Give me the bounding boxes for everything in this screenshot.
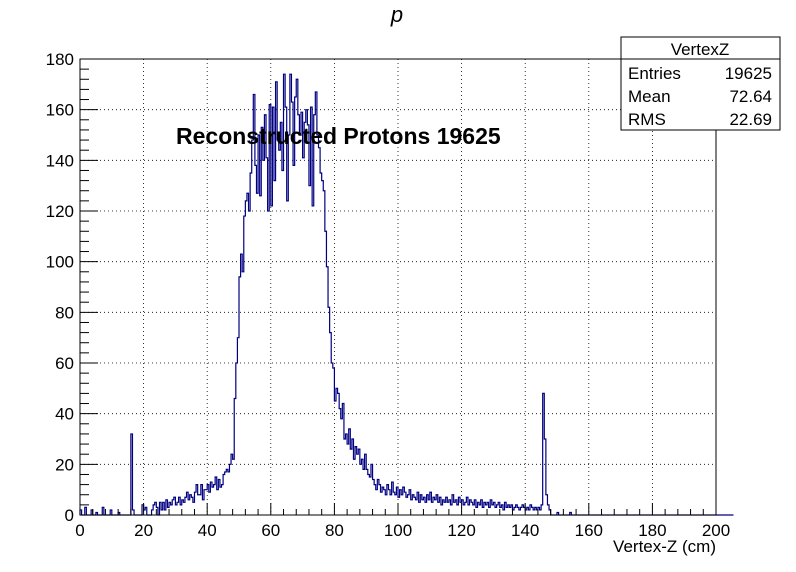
x-tick-label: 200 [702,521,730,540]
x-tick-label: 20 [134,521,153,540]
stats-box: VertexZ Entries 19625 Mean 72.64 RMS 22.… [620,36,781,131]
y-tick-label: 20 [55,455,74,474]
stats-box-frame [620,36,781,131]
y-tick-label: 180 [46,50,74,69]
stats-mean-label: Mean [628,87,671,106]
stats-box-title: VertexZ [671,40,730,59]
stats-rms-value: 22.69 [729,110,772,129]
y-tick-label: 100 [46,253,74,272]
x-tick-labels: 0 20 40 60 80 100 120 140 160 180 200 [75,521,730,540]
x-tick-label: 0 [75,521,84,540]
histogram-series-line [79,73,734,516]
y-tick-label: 120 [46,202,74,221]
stats-rms-label: RMS [628,110,666,129]
stats-mean-value: 72.64 [729,87,772,106]
chart-title: p [390,2,403,27]
x-tick-label: 80 [325,521,344,540]
y-tick-label: 80 [55,303,74,322]
y-tick-label: 60 [55,354,74,373]
y-tick-label: 0 [65,506,74,525]
x-tick-label: 160 [575,521,603,540]
x-axis-title: Vertex-Z (cm) [613,537,716,556]
x-tick-label: 120 [447,521,475,540]
reconstructed-protons-annotation: Reconstructed Protons 19625 [176,123,501,149]
y-tick-label: 40 [55,405,74,424]
x-tick-label: 140 [511,521,539,540]
axis-ticks [79,58,717,516]
x-tick-label: 60 [261,521,280,540]
y-tick-label: 140 [46,151,74,170]
x-tick-label: 40 [198,521,217,540]
x-tick-label: 100 [384,521,412,540]
x-tick-label: 180 [638,521,666,540]
y-tick-labels: 0 20 40 60 80 100 120 140 160 180 [46,50,74,525]
stats-entries-label: Entries [628,64,681,83]
y-tick-label: 160 [46,101,74,120]
stats-entries-value: 19625 [725,64,772,83]
